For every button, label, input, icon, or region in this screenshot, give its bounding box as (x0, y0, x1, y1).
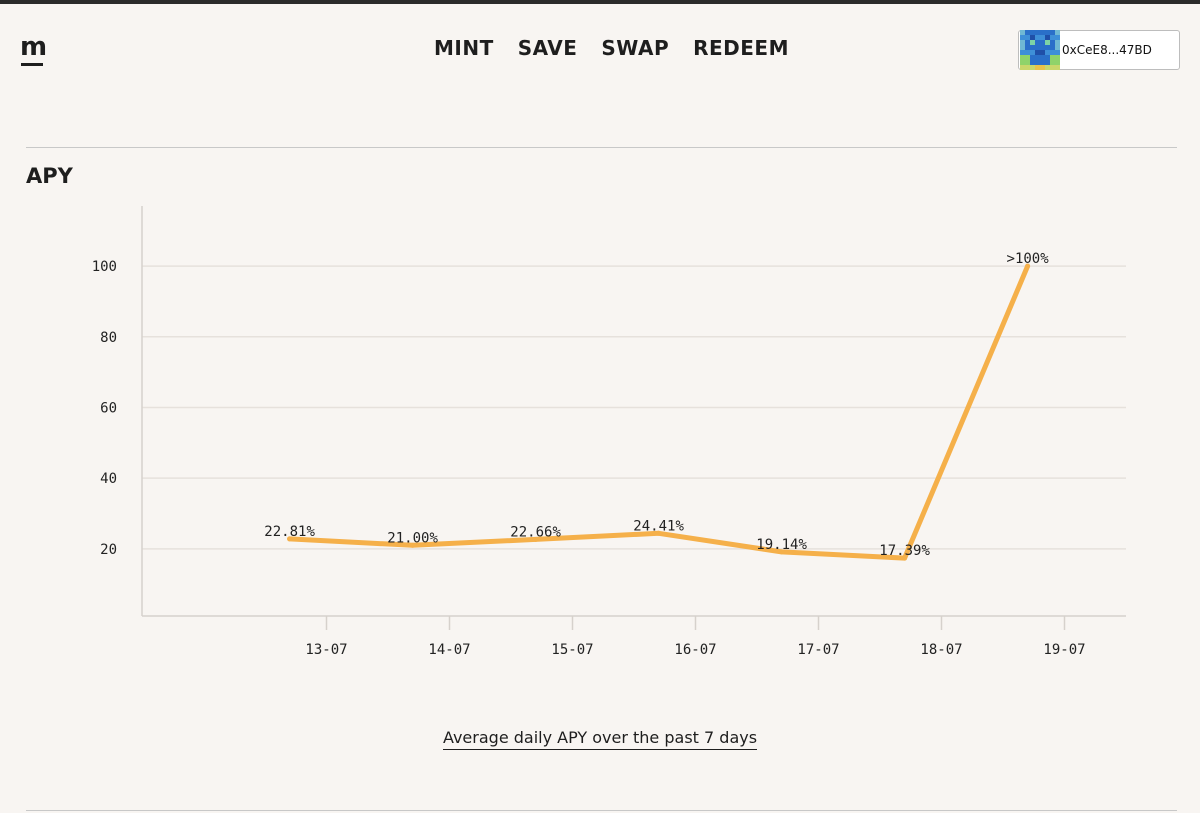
data-label-5: 17.39% (879, 543, 930, 559)
section-divider-bottom (26, 810, 1177, 811)
apy-chart: 20 40 60 80 100 13-07 14-07 15-07 16-07 17-07 18-0… (92, 206, 1126, 658)
data-label-6: >100% (1007, 251, 1050, 267)
x-tick-label-2: 15-07 (551, 642, 593, 658)
data-label-3: 24.41% (633, 518, 684, 534)
wallet-avatar-icon (1020, 30, 1060, 70)
x-tick-label-3: 16-07 (674, 642, 716, 658)
y-tick-label-20: 20 (100, 542, 117, 558)
section-title: APY (26, 164, 73, 188)
logo[interactable]: m (20, 32, 48, 62)
data-point-4 (779, 549, 785, 555)
wallet-address: 0xCeE8...47BD (1062, 43, 1152, 57)
data-label-1: 21.00% (387, 530, 438, 546)
nav-mint[interactable]: MINT (434, 36, 494, 60)
nav-redeem[interactable]: REDEEM (693, 36, 789, 60)
x-tick-label-1: 14-07 (428, 642, 470, 658)
main-nav: MINT SAVE SWAP REDEEM (434, 36, 813, 60)
x-tick-label-4: 17-07 (797, 642, 839, 658)
data-point-6 (1025, 263, 1031, 269)
nav-save[interactable]: SAVE (517, 36, 578, 60)
wallet-button[interactable]: 0xCeE8...47BD (1018, 30, 1180, 70)
y-tick-label-80: 80 (100, 330, 117, 346)
window-top-border (0, 0, 1200, 4)
chart-caption-link[interactable]: Average daily APY over the past 7 days (442, 728, 758, 750)
nav-swap[interactable]: SWAP (601, 36, 670, 60)
y-tick-label-60: 60 (100, 400, 117, 416)
y-tick-label-40: 40 (100, 471, 117, 487)
data-label-4: 19.14% (756, 537, 807, 553)
x-tick-label-5: 18-07 (920, 642, 962, 658)
x-tick-label-6: 19-07 (1043, 642, 1085, 658)
data-label-0: 22.81% (264, 524, 315, 540)
data-point-1 (410, 542, 416, 548)
section-divider-top (26, 147, 1177, 148)
y-tick-label-100: 100 (92, 259, 117, 275)
chart-caption: Average daily APY over the past 7 days (0, 728, 1200, 750)
x-tick-label-0: 13-07 (305, 642, 347, 658)
data-point-3 (656, 530, 662, 536)
apy-series-line (287, 263, 1031, 561)
data-point-2 (533, 536, 539, 542)
data-point-0 (287, 536, 293, 542)
logo-underline (21, 63, 43, 66)
data-label-2: 22.66% (510, 524, 561, 540)
data-point-5 (902, 555, 908, 561)
